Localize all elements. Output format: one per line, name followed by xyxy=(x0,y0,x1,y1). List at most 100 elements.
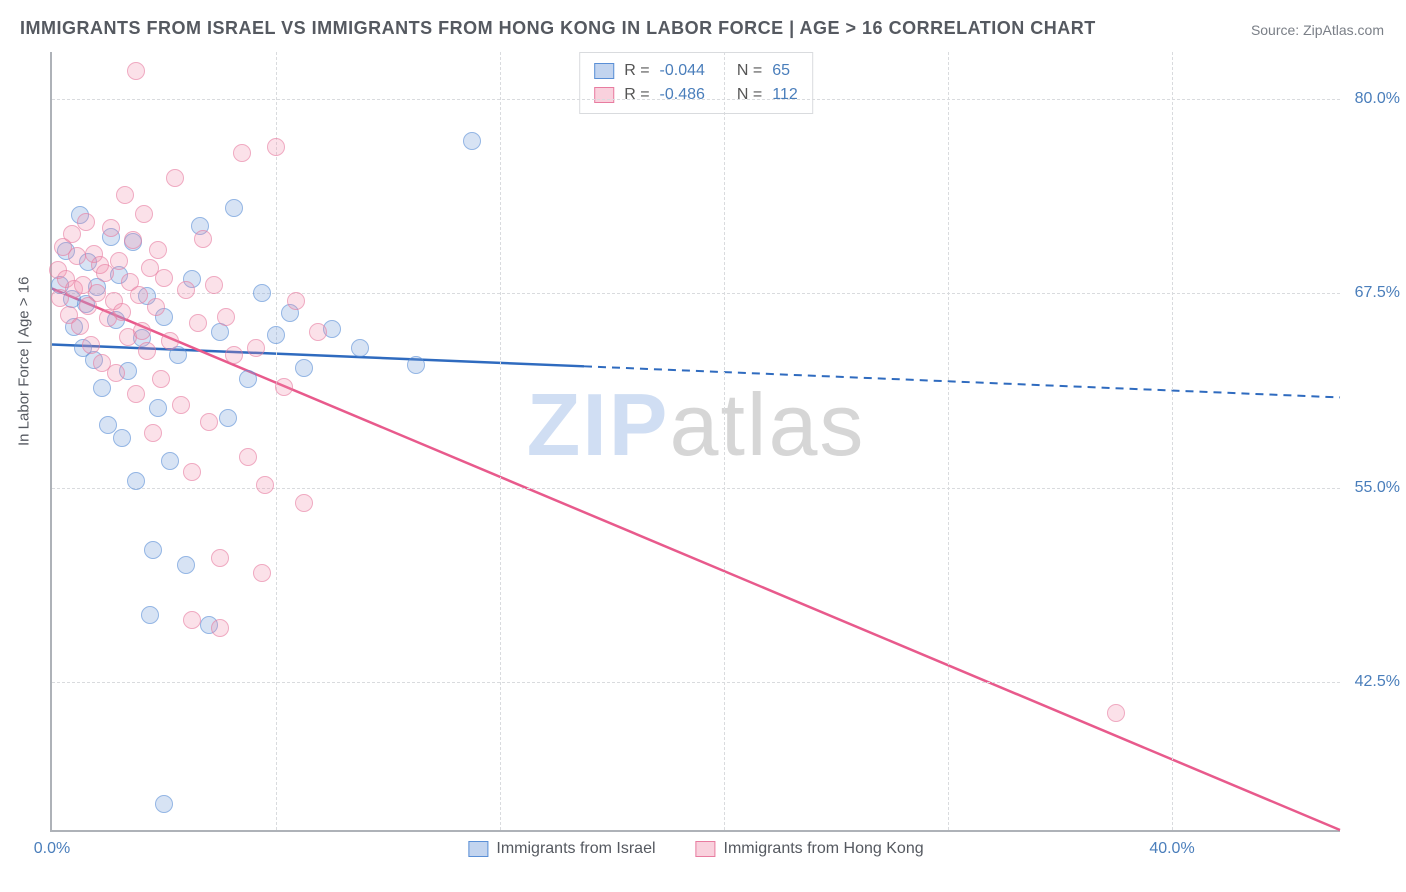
x-tick-label: 40.0% xyxy=(1149,840,1194,858)
scatter-point xyxy=(295,494,313,512)
scatter-point xyxy=(155,269,173,287)
scatter-point xyxy=(183,611,201,629)
scatter-point xyxy=(127,385,145,403)
y-axis-title: In Labor Force | Age > 16 xyxy=(16,277,33,446)
scatter-point xyxy=(63,225,81,243)
scatter-point xyxy=(144,541,162,559)
source-label: Source: ZipAtlas.com xyxy=(1251,22,1384,38)
gridline-horizontal xyxy=(52,293,1340,294)
scatter-point xyxy=(149,399,167,417)
scatter-point xyxy=(107,364,125,382)
scatter-point xyxy=(147,298,165,316)
scatter-point xyxy=(172,396,190,414)
legend-r-label: R = xyxy=(624,83,649,107)
legend-item: Immigrants from Israel xyxy=(468,840,655,858)
chart-title: IMMIGRANTS FROM ISRAEL VS IMMIGRANTS FRO… xyxy=(20,18,1096,39)
legend-n-value: 65 xyxy=(772,59,790,83)
scatter-point xyxy=(155,795,173,813)
legend-n-value: 112 xyxy=(772,83,798,107)
scatter-point xyxy=(1107,704,1125,722)
scatter-point xyxy=(219,409,237,427)
legend-series-label: Immigrants from Israel xyxy=(496,840,655,858)
scatter-point xyxy=(183,463,201,481)
gridline-horizontal xyxy=(52,682,1340,683)
trend-line xyxy=(584,366,1340,397)
gridline-horizontal xyxy=(52,488,1340,489)
gridline-vertical xyxy=(276,52,277,830)
scatter-point xyxy=(110,252,128,270)
scatter-point xyxy=(113,303,131,321)
gridline-horizontal xyxy=(52,99,1340,100)
legend-row: R = -0.044 N = 65 xyxy=(594,59,798,83)
legend-n-label: N = xyxy=(737,83,762,107)
scatter-point xyxy=(77,213,95,231)
legend-correlation-box: R = -0.044 N = 65 R = -0.486 N = 112 xyxy=(579,52,813,114)
scatter-point xyxy=(102,219,120,237)
scatter-point xyxy=(166,169,184,187)
swatch-pink-icon xyxy=(594,87,614,103)
legend-n-label: N = xyxy=(737,59,762,83)
legend-series-label: Immigrants from Hong Kong xyxy=(724,840,924,858)
gridline-vertical xyxy=(948,52,949,830)
y-tick-label: 42.5% xyxy=(1355,673,1400,691)
scatter-point xyxy=(267,138,285,156)
scatter-point xyxy=(233,144,251,162)
scatter-point xyxy=(144,424,162,442)
legend-r-label: R = xyxy=(624,59,649,83)
y-tick-label: 80.0% xyxy=(1355,90,1400,108)
scatter-point xyxy=(130,286,148,304)
scatter-point xyxy=(275,378,293,396)
legend-r-value: -0.044 xyxy=(660,59,705,83)
scatter-point xyxy=(161,332,179,350)
scatter-point xyxy=(141,606,159,624)
scatter-point xyxy=(225,199,243,217)
scatter-point xyxy=(113,429,131,447)
scatter-point xyxy=(71,317,89,335)
scatter-point xyxy=(135,205,153,223)
y-tick-label: 67.5% xyxy=(1355,284,1400,302)
swatch-pink-icon xyxy=(696,841,716,857)
scatter-point xyxy=(68,247,86,265)
scatter-point xyxy=(127,472,145,490)
scatter-point xyxy=(351,339,369,357)
scatter-point xyxy=(287,292,305,310)
gridline-vertical xyxy=(500,52,501,830)
scatter-point xyxy=(247,339,265,357)
scatter-point xyxy=(133,322,151,340)
scatter-point xyxy=(217,308,235,326)
scatter-point xyxy=(161,452,179,470)
scatter-point xyxy=(189,314,207,332)
scatter-point xyxy=(152,370,170,388)
scatter-point xyxy=(177,281,195,299)
scatter-point xyxy=(225,346,243,364)
scatter-point xyxy=(295,359,313,377)
scatter-point xyxy=(96,264,114,282)
scatter-point xyxy=(200,413,218,431)
scatter-point xyxy=(309,323,327,341)
legend-item: Immigrants from Hong Kong xyxy=(696,840,924,858)
scatter-point xyxy=(211,549,229,567)
scatter-point xyxy=(93,379,111,397)
x-tick-label: 0.0% xyxy=(34,840,70,858)
scatter-point xyxy=(205,276,223,294)
scatter-point xyxy=(124,231,142,249)
scatter-point xyxy=(88,284,106,302)
scatter-point xyxy=(463,132,481,150)
y-tick-label: 55.0% xyxy=(1355,479,1400,497)
scatter-point xyxy=(82,336,100,354)
swatch-blue-icon xyxy=(468,841,488,857)
trend-lines-layer xyxy=(52,52,1340,830)
scatter-point xyxy=(407,356,425,374)
scatter-point xyxy=(211,619,229,637)
scatter-point xyxy=(194,230,212,248)
scatter-point xyxy=(138,342,156,360)
scatter-point xyxy=(177,556,195,574)
scatter-point xyxy=(253,564,271,582)
scatter-point xyxy=(239,370,257,388)
legend-r-value: -0.486 xyxy=(660,83,705,107)
legend-series: Immigrants from Israel Immigrants from H… xyxy=(468,840,923,858)
scatter-point xyxy=(149,241,167,259)
gridline-vertical xyxy=(724,52,725,830)
gridline-vertical xyxy=(1172,52,1173,830)
scatter-point xyxy=(211,323,229,341)
